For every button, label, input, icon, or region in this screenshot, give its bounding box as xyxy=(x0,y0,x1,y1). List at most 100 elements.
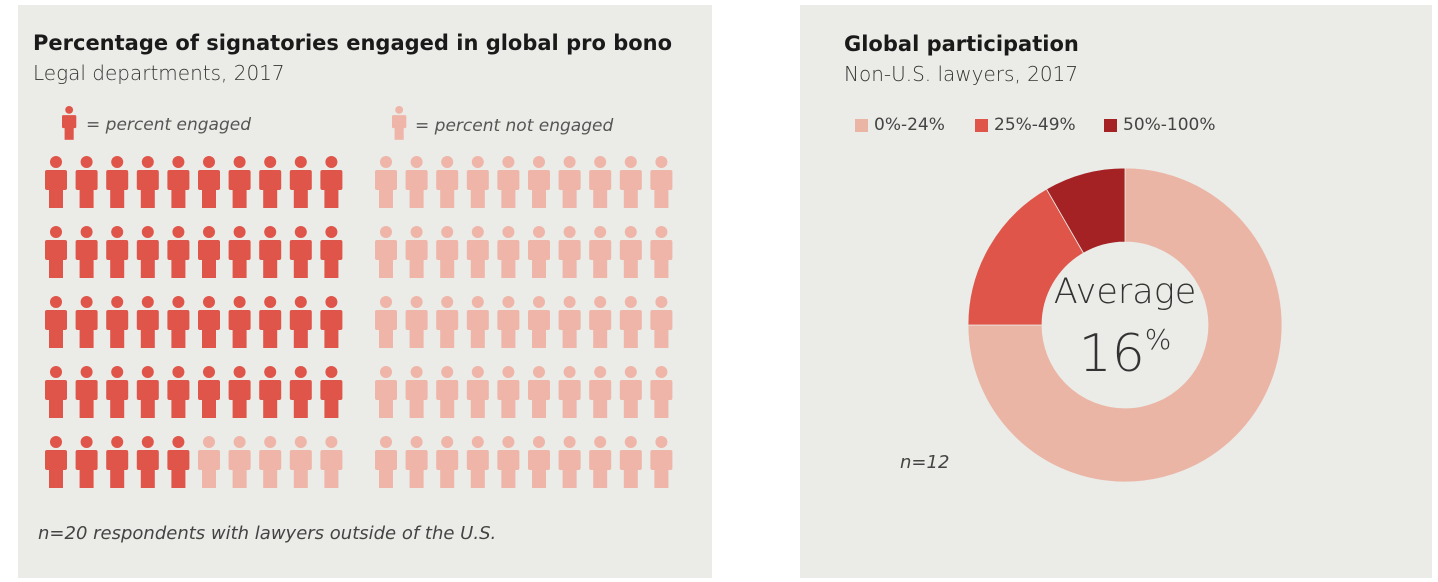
person-engaged-icon xyxy=(289,226,312,278)
sample-note: n=20 respondents with lawyers outside of… xyxy=(38,523,497,544)
person-engaged-icon xyxy=(320,226,343,278)
person-engaged-icon xyxy=(136,226,159,278)
center-label: Average xyxy=(1053,272,1197,312)
person-not-engaged-icon xyxy=(497,156,520,208)
person-engaged-icon xyxy=(259,296,282,348)
chart-subtitle: Non-U.S. lawyers, 2017 xyxy=(844,62,1079,86)
chart-subtitle: Legal departments, 2017 xyxy=(33,61,285,85)
person-not-engaged-icon xyxy=(589,226,612,278)
engagement-panel: Percentage of signatories engaged in glo… xyxy=(18,5,712,578)
person-engaged-icon xyxy=(320,156,343,208)
person-not-engaged-icon xyxy=(466,156,489,208)
person-not-engaged-icon xyxy=(405,156,428,208)
sample-note: n=12 xyxy=(900,452,950,473)
person-engaged-icon xyxy=(198,156,220,208)
person-not-engaged-icon xyxy=(198,436,220,488)
person-engaged-icon xyxy=(320,366,343,418)
person-engaged-icon xyxy=(259,366,282,418)
person-engaged-icon xyxy=(228,156,251,208)
person-engaged-icon xyxy=(75,156,98,208)
person-engaged-icon xyxy=(136,296,159,348)
person-not-engaged-icon xyxy=(436,296,459,348)
person-not-engaged-icon xyxy=(375,296,397,348)
person-engaged-icon xyxy=(320,296,343,348)
person-not-engaged-icon xyxy=(259,436,282,488)
legend-label: 0%-24% xyxy=(874,115,945,135)
person-not-engaged-icon xyxy=(528,226,550,278)
person-engaged-icon xyxy=(75,366,98,418)
person-engaged-icon xyxy=(228,366,251,418)
person-not-engaged-icon xyxy=(228,436,251,488)
person-not-engaged-icon xyxy=(650,226,673,278)
person-not-engaged-icon xyxy=(405,226,428,278)
person-not-engaged-icon xyxy=(497,366,520,418)
person-not-engaged-icon xyxy=(558,296,581,348)
person-not-engaged-icon xyxy=(375,226,397,278)
person-not-engaged-icon xyxy=(436,436,459,488)
person-not-engaged-icon xyxy=(497,436,520,488)
person-not-engaged-icon xyxy=(558,366,581,418)
person-not-engaged-icon xyxy=(650,366,673,418)
person-engaged-icon xyxy=(289,366,312,418)
person-not-engaged-icon xyxy=(528,156,550,208)
person-engaged-icon xyxy=(106,156,129,208)
person-not-engaged-icon xyxy=(619,436,642,488)
person-engaged-icon xyxy=(106,436,129,488)
person-not-engaged-icon xyxy=(466,366,489,418)
legend-engaged-icon xyxy=(62,106,77,140)
person-not-engaged-icon xyxy=(320,436,343,488)
person-not-engaged-icon xyxy=(405,366,428,418)
person-not-engaged-icon xyxy=(375,366,397,418)
center-value: 16% xyxy=(1025,323,1225,384)
donut-chart xyxy=(967,167,1283,483)
person-not-engaged-icon xyxy=(558,436,581,488)
chart-title: Global participation xyxy=(844,32,1079,56)
person-not-engaged-icon xyxy=(589,366,612,418)
person-engaged-icon xyxy=(198,296,220,348)
person-engaged-icon xyxy=(289,156,312,208)
average-unit: % xyxy=(1144,323,1172,356)
donut-slice-50-100- xyxy=(1045,167,1126,254)
person-not-engaged-icon xyxy=(466,296,489,348)
person-not-engaged-icon xyxy=(466,226,489,278)
person-engaged-icon xyxy=(167,436,190,488)
person-not-engaged-icon xyxy=(589,296,612,348)
person-not-engaged-icon xyxy=(436,156,459,208)
legend-swatch xyxy=(975,118,988,132)
person-engaged-icon xyxy=(228,296,251,348)
person-engaged-icon xyxy=(259,156,282,208)
person-not-engaged-icon xyxy=(528,366,550,418)
person-not-engaged-icon xyxy=(589,436,612,488)
person-not-engaged-icon xyxy=(619,296,642,348)
person-engaged-icon xyxy=(167,156,190,208)
person-not-engaged-icon xyxy=(619,366,642,418)
average-value: 16 xyxy=(1078,324,1145,384)
legend-item: 25%-49% xyxy=(975,115,1076,135)
person-engaged-icon xyxy=(45,436,67,488)
legend-item: 50%-100% xyxy=(1104,115,1216,135)
person-engaged-icon xyxy=(136,156,159,208)
person-not-engaged-icon xyxy=(375,156,397,208)
pictogram-grid xyxy=(45,106,673,488)
chart-title: Percentage of signatories engaged in glo… xyxy=(33,31,673,55)
person-engaged-icon xyxy=(75,296,98,348)
person-not-engaged-icon xyxy=(466,436,489,488)
person-engaged-icon xyxy=(75,436,98,488)
person-engaged-icon xyxy=(228,226,251,278)
person-engaged-icon xyxy=(167,366,190,418)
person-not-engaged-icon xyxy=(619,156,642,208)
person-not-engaged-icon xyxy=(497,226,520,278)
legend-engaged-label: = percent engaged xyxy=(86,115,252,135)
person-not-engaged-icon xyxy=(405,436,428,488)
person-not-engaged-icon xyxy=(528,296,550,348)
person-not-engaged-icon xyxy=(436,226,459,278)
participation-panel: Global participation Non-U.S. lawyers, 2… xyxy=(800,5,1432,578)
person-engaged-icon xyxy=(167,296,190,348)
person-engaged-icon xyxy=(136,436,159,488)
person-engaged-icon xyxy=(198,366,220,418)
legend-swatch xyxy=(1104,118,1117,132)
person-not-engaged-icon xyxy=(650,296,673,348)
person-engaged-icon xyxy=(45,156,67,208)
person-not-engaged-icon xyxy=(650,156,673,208)
person-engaged-icon xyxy=(136,366,159,418)
